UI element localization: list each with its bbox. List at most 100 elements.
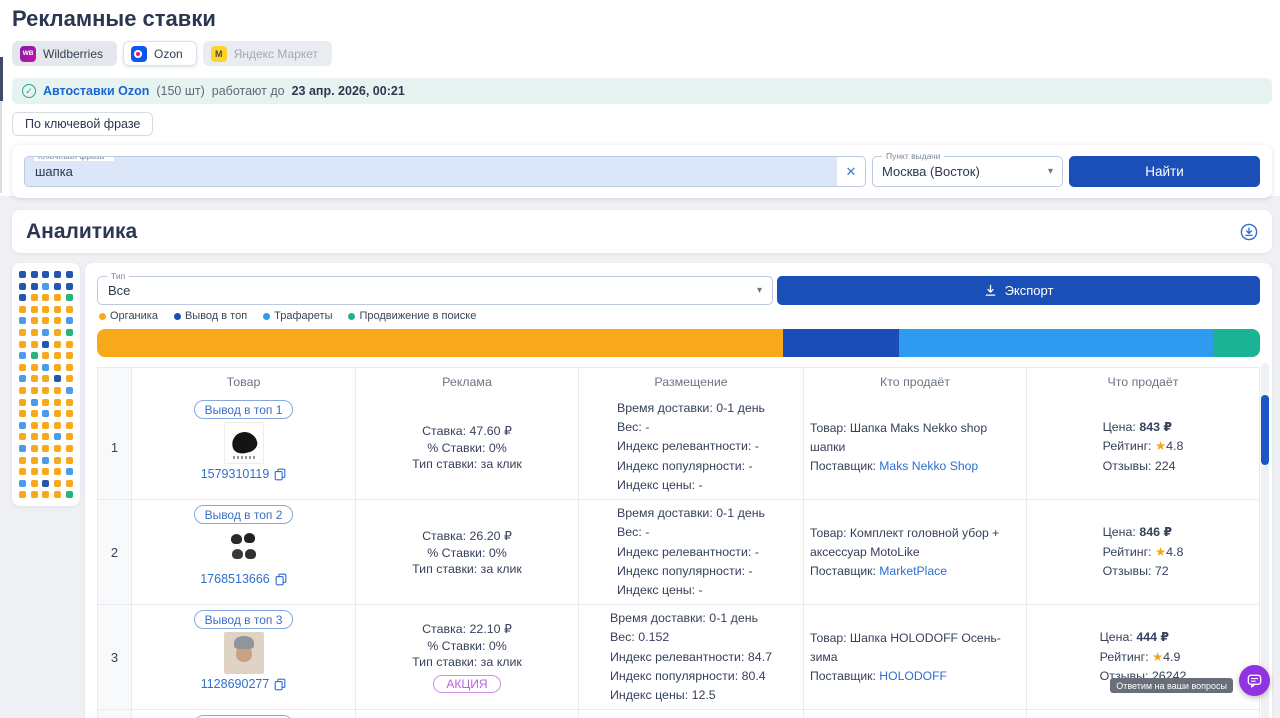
minimap-cell[interactable] [42, 317, 50, 325]
minimap-cell[interactable] [19, 305, 26, 313]
copy-icon[interactable] [274, 468, 286, 481]
minimap-cell[interactable] [42, 271, 50, 278]
minimap-cell[interactable] [54, 479, 62, 487]
minimap-cell[interactable] [54, 421, 62, 429]
minimap-cell[interactable] [19, 352, 26, 360]
minimap-cell[interactable] [30, 340, 38, 348]
legend-item[interactable]: Продвижение в поиске [348, 310, 476, 322]
minimap-cell[interactable] [54, 294, 62, 302]
product-id-link[interactable]: 1579310119 [200, 467, 270, 481]
minimap-cell[interactable] [19, 271, 26, 278]
minimap-cell[interactable] [42, 444, 50, 452]
minimap-cell[interactable] [30, 282, 38, 290]
minimap-cell[interactable] [65, 433, 73, 441]
minimap-cell[interactable] [42, 328, 50, 336]
minimap-cell[interactable] [65, 352, 73, 360]
minimap-cell[interactable] [42, 340, 50, 348]
minimap-cell[interactable] [65, 271, 73, 278]
minimap-cell[interactable] [30, 386, 38, 394]
product-id-link[interactable]: 1768513666 [200, 572, 270, 587]
clear-icon[interactable]: ✕ [837, 163, 865, 180]
minimap-cell[interactable] [30, 375, 38, 383]
product-id-link[interactable]: 1128690277 [200, 677, 270, 692]
minimap-cell[interactable] [54, 456, 62, 464]
supplier-link[interactable]: MarketPlace [879, 563, 948, 578]
minimap-cell[interactable] [42, 363, 50, 371]
minimap-cell[interactable] [54, 340, 62, 348]
minimap-cell[interactable] [30, 456, 38, 464]
minimap-cell[interactable] [54, 375, 62, 383]
minimap-cell[interactable] [65, 375, 73, 383]
minimap-cell[interactable] [54, 491, 62, 499]
legend-item[interactable]: Вывод в топ [173, 310, 247, 322]
minimap-cell[interactable] [54, 305, 62, 313]
minimap-cell[interactable] [19, 444, 26, 452]
minimap-cell[interactable] [30, 352, 38, 360]
minimap-cell[interactable] [65, 294, 73, 302]
minimap-cell[interactable] [19, 375, 26, 383]
minimap-cell[interactable] [19, 386, 26, 394]
minimap-cell[interactable] [30, 491, 38, 499]
minimap-cell[interactable] [42, 386, 50, 394]
scrollbar-thumb[interactable] [1261, 395, 1269, 465]
minimap-cell[interactable] [30, 410, 38, 418]
minimap-cell[interactable] [65, 444, 73, 452]
minimap-cell[interactable] [19, 468, 26, 476]
minimap-cell[interactable] [65, 468, 73, 476]
minimap-cell[interactable] [54, 468, 62, 476]
minimap-cell[interactable] [30, 468, 38, 476]
minimap-cell[interactable] [54, 363, 62, 371]
minimap-cell[interactable] [42, 410, 50, 418]
export-button[interactable]: Экспорт [777, 276, 1260, 305]
minimap-cell[interactable] [65, 317, 73, 325]
minimap-cell[interactable] [42, 468, 50, 476]
minimap-cell[interactable] [42, 479, 50, 487]
minimap-cell[interactable] [30, 479, 38, 487]
minimap-cell[interactable] [19, 363, 26, 371]
minimap-cell[interactable] [42, 305, 50, 313]
keyword-field[interactable]: Ключевая фраза * ✕ [24, 156, 866, 187]
minimap-cell[interactable] [19, 433, 26, 441]
minimap-cell[interactable] [54, 433, 62, 441]
copy-icon[interactable] [275, 573, 287, 586]
minimap-cell[interactable] [54, 398, 62, 406]
minimap-cell[interactable] [30, 444, 38, 452]
minimap-cell[interactable] [42, 456, 50, 464]
minimap-cell[interactable] [54, 282, 62, 290]
search-button[interactable]: Найти [1069, 156, 1260, 187]
minimap-cell[interactable] [30, 328, 38, 336]
minimap-cell[interactable] [30, 398, 38, 406]
minimap-cell[interactable] [19, 294, 26, 302]
download-report-icon[interactable] [1240, 223, 1258, 241]
vertical-scrollbar[interactable] [1261, 363, 1269, 718]
minimap-cell[interactable] [65, 340, 73, 348]
minimap-cell[interactable] [19, 317, 26, 325]
minimap-cell[interactable] [30, 294, 38, 302]
keyword-mode-button[interactable]: По ключевой фразе [12, 112, 154, 136]
minimap-cell[interactable] [65, 305, 73, 313]
minimap-cell[interactable] [19, 421, 26, 429]
minimap-cell[interactable] [19, 328, 26, 336]
tab-ozon[interactable]: Ozon [123, 41, 197, 66]
minimap-cell[interactable] [65, 398, 73, 406]
type-select[interactable]: Тип Все ▾ [97, 271, 773, 305]
minimap-cell[interactable] [42, 282, 50, 290]
minimap-cell[interactable] [42, 352, 50, 360]
minimap-cell[interactable] [19, 398, 26, 406]
minimap-cell[interactable] [42, 433, 50, 441]
minimap-cell[interactable] [30, 317, 38, 325]
minimap-cell[interactable] [42, 421, 50, 429]
minimap-cell[interactable] [42, 294, 50, 302]
minimap-cell[interactable] [30, 421, 38, 429]
minimap-cell[interactable] [65, 363, 73, 371]
autobids-link[interactable]: Автоставки Ozon [43, 84, 150, 98]
minimap-cell[interactable] [54, 410, 62, 418]
minimap-cell[interactable] [19, 456, 26, 464]
minimap-cell[interactable] [30, 305, 38, 313]
minimap-cell[interactable] [54, 444, 62, 452]
legend-item[interactable]: Трафареты [263, 310, 332, 322]
minimap-cell[interactable] [54, 386, 62, 394]
legend-item[interactable]: Органика [99, 310, 158, 322]
minimap-cell[interactable] [54, 317, 62, 325]
minimap-cell[interactable] [54, 271, 62, 278]
